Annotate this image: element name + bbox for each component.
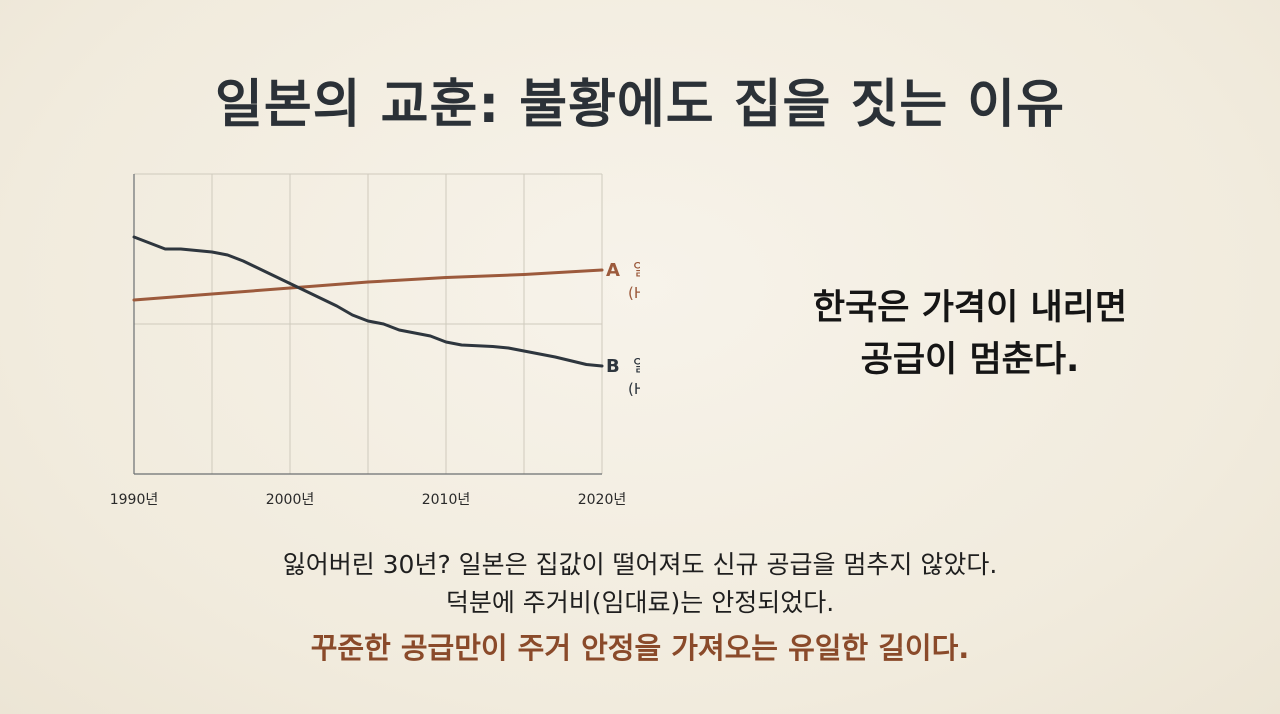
x-tick-label: 1990년 <box>110 492 159 508</box>
series-line-supply <box>132 268 604 302</box>
side-caption: 한국은 가격이 내리면 공급이 멈춘다. <box>770 282 1170 386</box>
bottom-caption-line-1: 잃어버린 30년? 일본은 집값이 떨어져도 신규 공급을 멈추지 않았다. <box>282 550 998 579</box>
x-tick-label: 2020년 <box>578 492 627 508</box>
series-letter-price: B <box>606 356 620 377</box>
bottom-caption-line-2: 덕분에 주거비(임대료)는 안정되었다. <box>445 588 835 617</box>
x-tick-label: 2010년 <box>422 492 471 508</box>
x-tick-label: 2000년 <box>266 492 315 508</box>
series-letter-supply: A <box>606 260 620 281</box>
bottom-caption: 잃어버린 30년? 일본은 집값이 떨어져도 신규 공급을 멈추지 않았다. 덕… <box>0 546 1280 672</box>
series-name-supply: 일본 주택 공급 <box>633 260 640 279</box>
side-caption-line-2: 공급이 멈춘다. <box>860 340 1080 380</box>
line-chart: 1990년 2000년 2010년 2020년 A 일본 주택 공급 (Housing Su… <box>110 173 640 508</box>
side-caption-line-1: 한국은 가격이 내리면 <box>812 288 1128 328</box>
series-name-en-price: (Housing Price) <box>628 380 640 398</box>
series-line-price <box>132 235 604 368</box>
bottom-caption-emphasis: 꾸준한 공급만이 주거 안정을 가져오는 유일한 길이다. <box>310 631 970 665</box>
series-name-en-supply: (Housing Supply) <box>628 284 640 302</box>
series-name-price: 일본 주택 가격 <box>633 356 640 375</box>
page-title: 일본의 교훈: 불황에도 집을 짓는 이유 <box>215 75 1065 135</box>
